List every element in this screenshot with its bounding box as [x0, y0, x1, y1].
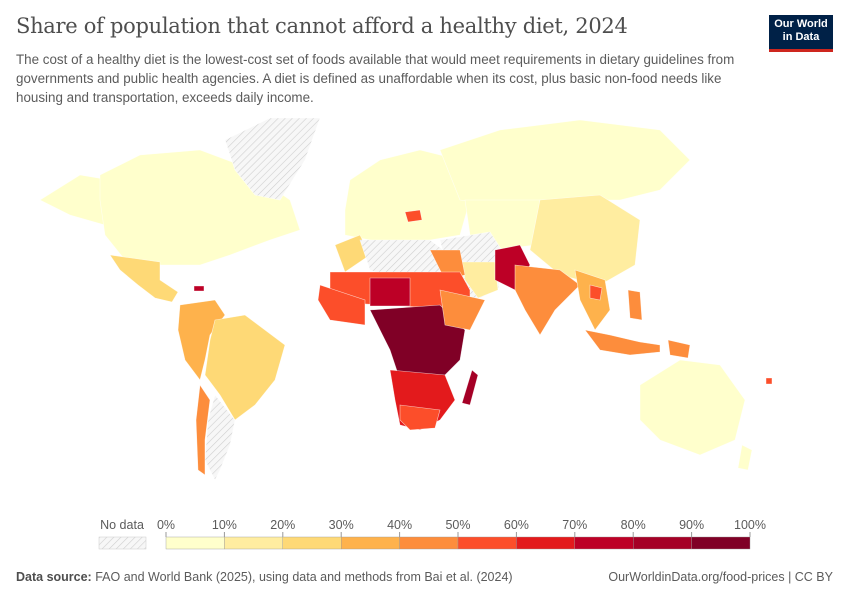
- legend-bin[interactable]: [341, 536, 400, 550]
- legend-tick-label: 30%: [328, 518, 354, 532]
- region-indonesia[interactable]: [584, 329, 661, 356]
- legend-tick-label: 70%: [562, 518, 588, 532]
- region-andes-north[interactable]: [177, 299, 226, 381]
- region-arabia[interactable]: [461, 261, 499, 299]
- owid-logo[interactable]: Our World in Data: [769, 15, 833, 52]
- region-new-zealand[interactable]: [737, 444, 753, 471]
- region-horn-of-africa[interactable]: [439, 289, 486, 331]
- legend-bin[interactable]: [516, 536, 576, 550]
- region-southeast-asia[interactable]: [574, 269, 611, 331]
- legend-tick-label: 90%: [679, 518, 705, 532]
- region-chile[interactable]: [195, 384, 211, 476]
- region-australia[interactable]: [639, 359, 746, 456]
- region-laos[interactable]: [589, 284, 603, 301]
- region-vanuatu[interactable]: [765, 377, 773, 385]
- legend-tick-label: 20%: [270, 518, 296, 532]
- legend-bin[interactable]: [165, 536, 225, 550]
- legend-tick-label: 40%: [387, 518, 413, 532]
- legend-tick-label: 100%: [734, 518, 766, 532]
- legend-bin[interactable]: [224, 536, 283, 550]
- region-philippines[interactable]: [627, 289, 643, 321]
- region-europe[interactable]: [344, 149, 471, 246]
- region-mexico-central-america[interactable]: [109, 254, 179, 303]
- legend-bin[interactable]: [282, 536, 342, 550]
- logo-line-2: in Data: [782, 31, 820, 43]
- legend-bin[interactable]: [457, 536, 517, 550]
- region-png[interactable]: [667, 339, 691, 359]
- legend-tick-label: 0%: [156, 518, 176, 532]
- region-india[interactable]: [514, 264, 581, 336]
- source-url-link[interactable]: OurWorldinData.org/food-prices | CC BY: [608, 570, 833, 584]
- chart-subtitle: The cost of a healthy diet is the lowest…: [16, 52, 735, 105]
- legend-bin[interactable]: [399, 536, 459, 550]
- legend: [98, 532, 751, 550]
- region-niger-chad[interactable]: [369, 277, 411, 307]
- legend-bin[interactable]: [691, 536, 751, 550]
- legend-no-data-label: No data: [100, 518, 144, 532]
- region-china[interactable]: [529, 194, 641, 286]
- region-haiti[interactable]: [193, 285, 205, 292]
- region-south-africa[interactable]: [399, 404, 441, 431]
- region-greenland[interactable]: [224, 117, 321, 201]
- region-romania[interactable]: [404, 209, 423, 223]
- region-brazil[interactable]: [204, 314, 286, 421]
- legend-tick-label: 10%: [211, 518, 237, 532]
- legend-no-data-swatch: [98, 536, 147, 550]
- data-source-text: FAO and World Bank (2025), using data an…: [95, 570, 513, 584]
- data-source: Data source: FAO and World Bank (2025), …: [16, 570, 513, 584]
- region-west-africa[interactable]: [317, 284, 366, 326]
- region-argentina[interactable]: [204, 394, 236, 481]
- chart-title: Share of population that cannot afford a…: [16, 14, 628, 38]
- region-russia[interactable]: [439, 119, 691, 206]
- legend-tick-label: 50%: [445, 518, 471, 532]
- data-source-label: Data source:: [16, 570, 92, 584]
- legend-bin[interactable]: [633, 536, 692, 550]
- logo-line-1: Our World: [774, 18, 828, 30]
- legend-tick-label: 80%: [620, 518, 646, 532]
- region-madagascar[interactable]: [461, 369, 479, 406]
- region-alaska[interactable]: [39, 174, 111, 226]
- legend-bin[interactable]: [574, 536, 634, 550]
- legend-tick-label: 60%: [503, 518, 529, 532]
